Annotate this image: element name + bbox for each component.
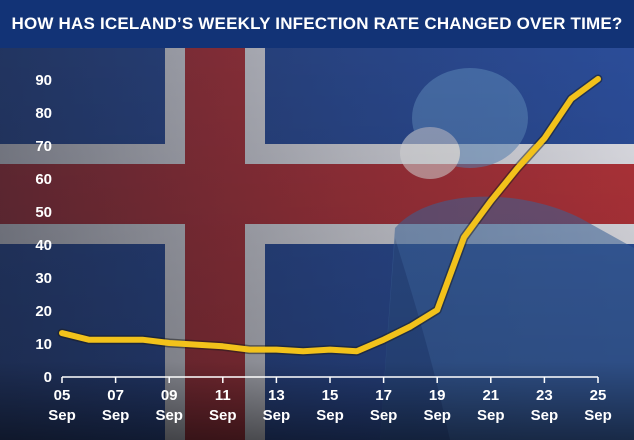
- x-tick-label-month: Sep: [370, 407, 398, 424]
- x-tick-label-month: Sep: [263, 407, 291, 424]
- y-tick-label: 0: [44, 369, 52, 386]
- x-tick-label-month: Sep: [48, 407, 76, 424]
- x-tick-label-day: 19: [429, 387, 446, 404]
- y-tick-label: 90: [35, 72, 52, 89]
- chart-title: HOW HAS ICELAND’S WEEKLY INFECTION RATE …: [11, 14, 623, 33]
- chart-svg: 0 10 20 30 40 50 60 70 80 90 05 Sep 07 Sep 09 Sep 11 Sep 1…: [0, 48, 634, 440]
- series-line: [59, 76, 601, 355]
- title-bar: HOW HAS ICELAND’S WEEKLY INFECTION RATE …: [0, 0, 634, 48]
- y-tick-label: 10: [35, 336, 52, 353]
- x-tick-label-month: Sep: [102, 407, 130, 424]
- x-tick-label-month: Sep: [316, 407, 344, 424]
- y-tick-label: 40: [35, 237, 52, 254]
- x-tick-label-day: 21: [482, 387, 499, 404]
- x-tick-label-day: 13: [268, 387, 285, 404]
- plot-background: 0 10 20 30 40 50 60 70 80 90 05 Sep 07 Sep 09 Sep 11 Sep 1…: [0, 48, 634, 440]
- x-tick-label-month: Sep: [531, 407, 559, 424]
- x-tick-label-day: 25: [590, 387, 607, 404]
- x-tick-label-day: 07: [107, 387, 124, 404]
- y-tick-label: 20: [35, 303, 52, 320]
- x-tick-label-day: 11: [215, 387, 231, 404]
- y-tick-label: 50: [35, 204, 52, 221]
- x-tick-label-month: Sep: [209, 407, 237, 424]
- x-tick-label-day: 05: [54, 387, 71, 404]
- x-tick-label-month: Sep: [155, 407, 183, 424]
- x-tick-label-month: Sep: [584, 407, 612, 424]
- x-tick-label-day: 15: [322, 387, 339, 404]
- x-tick-label-month: Sep: [477, 407, 505, 424]
- x-tick-label-day: 23: [536, 387, 553, 404]
- y-tick-label: 60: [35, 171, 52, 188]
- x-tick-label-day: 09: [161, 387, 178, 404]
- x-tick-label-day: 17: [375, 387, 392, 404]
- y-tick-label: 70: [35, 138, 52, 155]
- bottom-shade: [0, 48, 634, 440]
- y-tick-label: 80: [35, 105, 52, 122]
- y-tick-label: 30: [35, 270, 52, 287]
- x-tick-label-month: Sep: [423, 407, 451, 424]
